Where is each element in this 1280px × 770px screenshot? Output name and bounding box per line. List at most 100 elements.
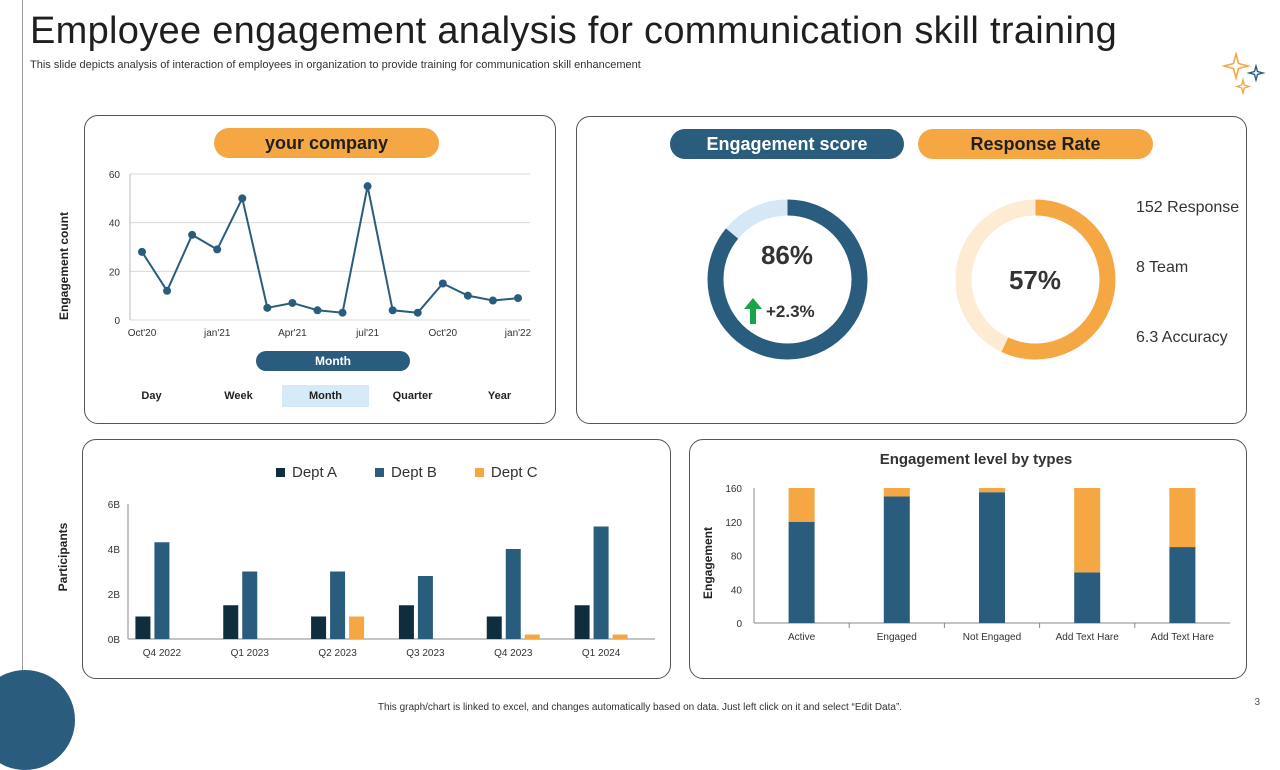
accuracy-value: 6.3 Accuracy bbox=[1136, 329, 1228, 346]
line-chart: 0 20 40 60 Oct'20 jan'21 Apr'21 jul'21 Oct'20 jan… bbox=[109, 170, 532, 339]
month-pill: Month bbox=[256, 351, 410, 371]
line-x-tick-label: jan'21 bbox=[203, 328, 231, 339]
stack-x-tick-label: Add Text Hare bbox=[1151, 632, 1215, 643]
group-x-tick-label: Q4 2023 bbox=[494, 648, 533, 659]
group-x-tick-label: Q1 2023 bbox=[231, 648, 270, 659]
donut-segment bbox=[955, 199, 1116, 360]
stack-x-tick-label: Not Engaged bbox=[963, 632, 1021, 643]
group-bar bbox=[398, 605, 414, 639]
stack-bar-segment bbox=[1074, 488, 1101, 573]
legend-swatch bbox=[276, 468, 285, 477]
line-point bbox=[388, 306, 397, 315]
legend-swatch bbox=[375, 468, 385, 477]
response-rate-value: 57% bbox=[1008, 265, 1062, 295]
line-point bbox=[313, 306, 322, 315]
legend-label: Dept A bbox=[292, 464, 338, 481]
group-y-tick-label: 6B bbox=[108, 500, 121, 511]
group-x-tick-label: Q1 2024 bbox=[582, 648, 621, 659]
left-border-line bbox=[22, 0, 23, 690]
stack-bar-segment bbox=[1169, 488, 1196, 548]
engagement-stacked-bar-chart: 0 40 80 120 160 Active Engaged Not Engaged Add T… bbox=[725, 484, 1230, 643]
line-point bbox=[213, 245, 222, 254]
stack-x-tick-label: Add Text Hare bbox=[1056, 632, 1120, 643]
line-x-tick-label: Oct'20 bbox=[128, 328, 157, 339]
group-bar bbox=[505, 549, 521, 639]
stack-bar-segment bbox=[979, 488, 1005, 493]
line-point bbox=[514, 294, 522, 303]
tab-year[interactable]: Year bbox=[487, 390, 512, 402]
legend-dept-a: Dept A bbox=[276, 464, 337, 481]
group-bar bbox=[154, 542, 170, 639]
line-point bbox=[463, 291, 472, 300]
stack-bar-segment bbox=[883, 488, 910, 497]
group-bar bbox=[612, 634, 628, 639]
response-rate-pill: Response Rate bbox=[918, 129, 1153, 159]
line-point bbox=[188, 230, 197, 239]
legend-label: Dept B bbox=[391, 464, 437, 481]
engagement-donut bbox=[707, 199, 868, 360]
stack-y-tick-label: 0 bbox=[736, 619, 742, 630]
engagement-score-pill: Engagement score bbox=[670, 129, 904, 159]
line-chart-panel bbox=[84, 115, 556, 424]
tab-quarter[interactable]: Quarter bbox=[392, 390, 433, 402]
stack-x-tick-label: Engaged bbox=[877, 632, 917, 643]
stack-bar-segment bbox=[1074, 572, 1101, 623]
stack-y-tick-label: 80 bbox=[731, 552, 743, 563]
line-point bbox=[413, 308, 422, 317]
stack-bar-segment bbox=[979, 492, 1005, 623]
legend-swatch bbox=[474, 468, 484, 477]
line-point bbox=[488, 296, 497, 305]
stack-y-tick-label: 40 bbox=[731, 585, 743, 596]
stack-bar-segment bbox=[788, 488, 815, 522]
page-subtitle: This slide depicts analysis of interacti… bbox=[30, 59, 641, 71]
tab-week[interactable]: Week bbox=[224, 390, 253, 402]
stack-bar-segment bbox=[1169, 547, 1196, 623]
line-point bbox=[363, 182, 372, 191]
engagement-score-value: 86% bbox=[760, 240, 814, 270]
company-pill: your company bbox=[214, 128, 439, 158]
stacked-chart-title: Engagement level by types bbox=[879, 451, 1073, 468]
line-point bbox=[238, 194, 247, 203]
legend-label: Dept C bbox=[490, 464, 538, 481]
group-bar bbox=[242, 571, 258, 639]
legend-dept-c: Dept C bbox=[474, 464, 538, 481]
legend-dept-b: Dept B bbox=[375, 464, 437, 481]
donut-segment bbox=[707, 199, 868, 360]
line-y-tick-label: 40 bbox=[109, 219, 121, 230]
line-point bbox=[263, 303, 272, 312]
group-bar bbox=[330, 571, 346, 639]
engagement-y-axis-label: Engagement bbox=[701, 527, 715, 600]
line-x-tick-label: jul'21 bbox=[355, 328, 379, 339]
group-bar bbox=[311, 616, 327, 639]
line-y-tick-label: 0 bbox=[114, 316, 120, 327]
group-bar bbox=[574, 605, 590, 639]
line-x-tick-label: Oct'20 bbox=[429, 328, 458, 339]
dept-legend: Dept A Dept B Dept C bbox=[276, 464, 538, 481]
line-x-tick-label: Apr'21 bbox=[278, 328, 307, 339]
sparkle-icon bbox=[1222, 52, 1266, 96]
tab-day[interactable]: Day bbox=[141, 390, 162, 402]
group-y-tick-label: 4B bbox=[108, 545, 121, 556]
line-x-tick-label: jan'22 bbox=[504, 328, 532, 339]
response-donut bbox=[955, 199, 1116, 360]
tab-month[interactable]: Month bbox=[282, 385, 369, 407]
line-point bbox=[163, 286, 172, 295]
stack-y-tick-label: 160 bbox=[725, 484, 742, 495]
group-bar bbox=[417, 576, 433, 639]
group-bar bbox=[486, 616, 502, 639]
participants-bar-chart: 0B 2B 4B 6B Q4 2022 Q1 2023 Q2 2023 Q3 2023 Q4 2… bbox=[108, 500, 655, 659]
group-bar bbox=[135, 616, 151, 639]
period-tabs: Day Week Month Quarter Year bbox=[108, 385, 543, 407]
group-x-tick-label: Q4 2022 bbox=[143, 648, 182, 659]
up-arrow-icon bbox=[744, 298, 762, 324]
line-y-tick-label: 20 bbox=[109, 267, 121, 278]
engagement-level-panel bbox=[689, 439, 1247, 679]
corner-decoration bbox=[0, 670, 75, 770]
line-point bbox=[438, 279, 447, 288]
page-number: 3 bbox=[1254, 697, 1260, 708]
group-bar bbox=[223, 605, 239, 639]
page-title: Employee engagement analysis for communi… bbox=[30, 10, 1118, 52]
line-point bbox=[138, 247, 146, 256]
group-x-tick-label: Q3 2023 bbox=[406, 648, 445, 659]
group-y-tick-label: 2B bbox=[108, 590, 121, 601]
